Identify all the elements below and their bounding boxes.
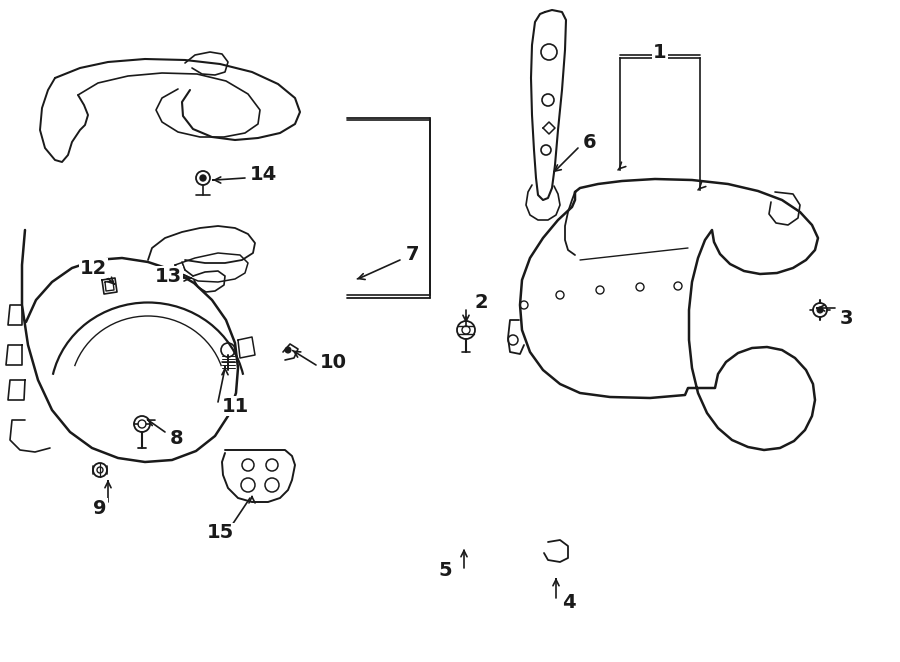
Circle shape xyxy=(285,347,291,353)
Text: 5: 5 xyxy=(438,561,452,579)
Text: 10: 10 xyxy=(320,352,347,371)
Text: 13: 13 xyxy=(155,267,182,285)
Circle shape xyxy=(200,175,206,181)
Text: 8: 8 xyxy=(170,428,184,448)
Text: 2: 2 xyxy=(474,293,488,312)
Text: 12: 12 xyxy=(80,258,107,277)
Text: 15: 15 xyxy=(206,524,234,542)
Text: 1: 1 xyxy=(653,42,667,62)
Text: 11: 11 xyxy=(222,397,249,416)
Text: 4: 4 xyxy=(562,592,576,612)
Text: 3: 3 xyxy=(840,308,853,328)
Circle shape xyxy=(817,307,823,313)
Text: 14: 14 xyxy=(250,164,277,183)
Text: 7: 7 xyxy=(406,246,419,265)
Text: 9: 9 xyxy=(94,498,107,518)
Text: 6: 6 xyxy=(583,132,597,152)
